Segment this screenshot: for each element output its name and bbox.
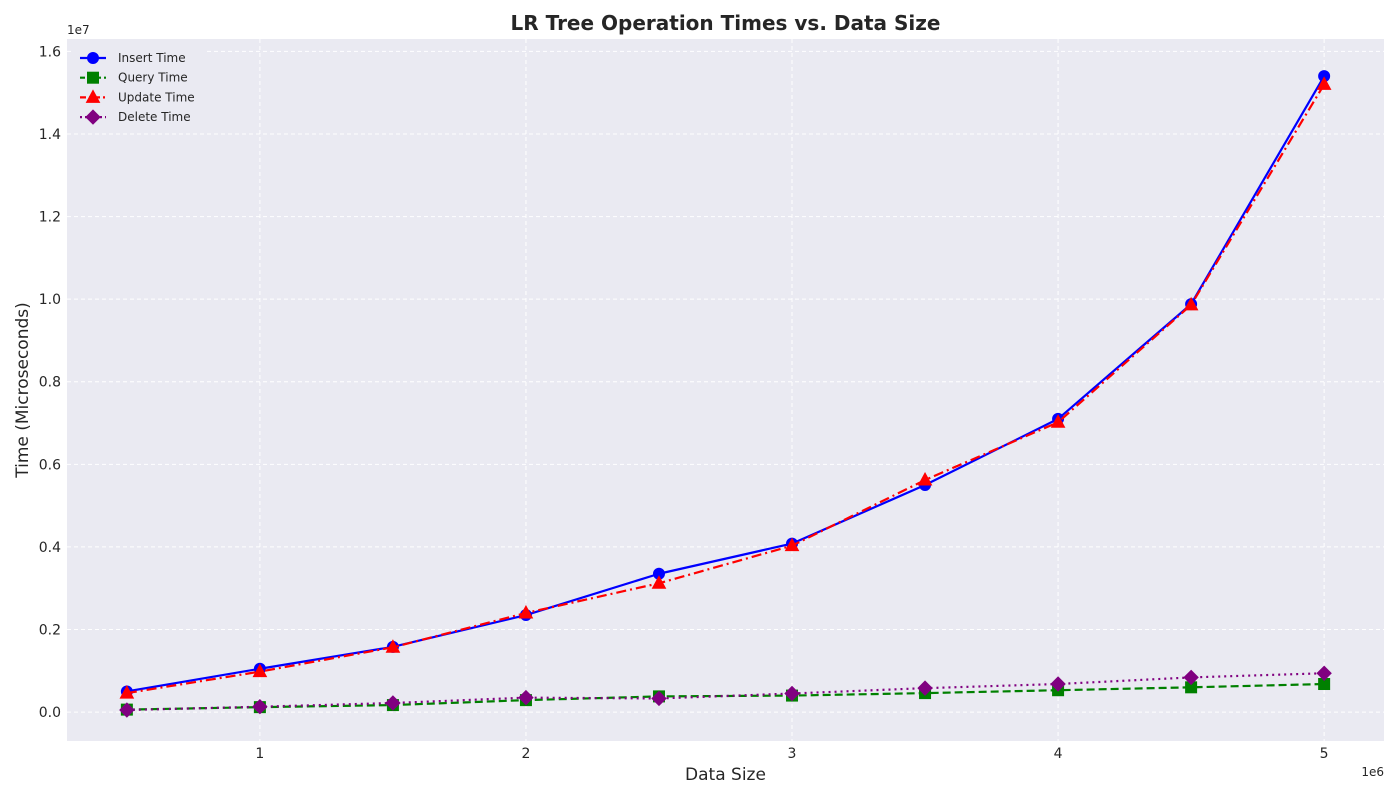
- data-point-marker: [1183, 669, 1199, 686]
- y-tick-label: 0.4: [39, 540, 61, 556]
- y-tick-label: 1.2: [39, 210, 61, 226]
- data-point-marker: [784, 685, 800, 702]
- legend-marker: [85, 89, 101, 103]
- x-tick-label: 5: [1320, 746, 1329, 762]
- series-update-time: [119, 76, 1332, 699]
- data-point-marker: [1050, 676, 1066, 692]
- legend: Insert Time Query Time Update Time Delete T…: [74, 45, 204, 129]
- y-axis-offset-label: 1e7: [67, 23, 90, 37]
- y-tick-label: 0.6: [39, 457, 61, 473]
- legend-item: Delete Time: [80, 109, 191, 125]
- y-tick-label: 0.8: [39, 375, 61, 391]
- data-point-marker: [784, 537, 800, 552]
- data-point-marker: [1316, 76, 1332, 90]
- data-point-marker: [385, 695, 401, 711]
- data-point-marker: [917, 471, 933, 486]
- data-point-marker: [385, 639, 401, 653]
- legend-item: Insert Time: [80, 51, 186, 65]
- grid-layer: [67, 39, 1384, 741]
- series-line: [126, 682, 1325, 711]
- legend-label: Insert Time: [118, 51, 186, 65]
- y-tick-label: 1.6: [39, 44, 61, 60]
- y-axis-label: Time (Microseconds): [13, 302, 33, 479]
- chart-title: LR Tree Operation Times vs. Data Size: [511, 11, 941, 35]
- data-point-marker: [518, 689, 534, 706]
- data-point-marker: [252, 663, 268, 678]
- y-tick-label: 0.0: [39, 705, 61, 721]
- legend-marker: [85, 109, 101, 125]
- data-point-marker: [651, 690, 667, 707]
- legend-label: Query Time: [118, 71, 188, 85]
- series-line: [126, 672, 1325, 712]
- x-axis-offset-label: 1e6: [1361, 765, 1384, 779]
- legend-item: Update Time: [80, 89, 195, 104]
- data-point-marker: [917, 680, 933, 696]
- data-point-marker: [252, 699, 268, 715]
- plot-area: [67, 39, 1384, 741]
- y-tick-label: 1.0: [39, 292, 61, 308]
- legend-marker: [87, 71, 99, 84]
- series-delete-time: [119, 665, 1332, 718]
- x-tick-label: 2: [521, 746, 530, 762]
- legend-marker: [87, 52, 99, 64]
- data-point-marker: [651, 575, 667, 589]
- tick-layer: 1 2 3 4 5 0.0 0.2 0.4 0.6 0.8 1.0 1.2 1.4 1.6: [39, 44, 1329, 762]
- x-axis-label: Data Size: [685, 765, 766, 785]
- series-line: [126, 75, 1326, 693]
- series-layer: [119, 70, 1332, 718]
- x-tick-label: 3: [788, 746, 797, 762]
- series-line: [126, 83, 1326, 695]
- data-point-marker: [518, 604, 534, 619]
- y-tick-label: 1.4: [39, 127, 61, 143]
- data-point-marker: [1316, 665, 1332, 681]
- data-point-marker: [1050, 414, 1066, 428]
- y-tick-label: 0.2: [39, 623, 61, 639]
- x-tick-label: 4: [1054, 746, 1063, 762]
- legend-box: [74, 45, 204, 129]
- legend-label: Delete Time: [118, 110, 191, 124]
- data-point-marker: [1183, 296, 1199, 311]
- data-point-marker: [119, 702, 135, 718]
- data-point-marker: [119, 685, 135, 699]
- legend-label: Update Time: [118, 90, 195, 104]
- x-tick-label: 1: [255, 746, 264, 762]
- legend-items: Insert Time Query Time Update Time Delete T…: [80, 51, 195, 125]
- legend-item: Query Time: [80, 71, 188, 85]
